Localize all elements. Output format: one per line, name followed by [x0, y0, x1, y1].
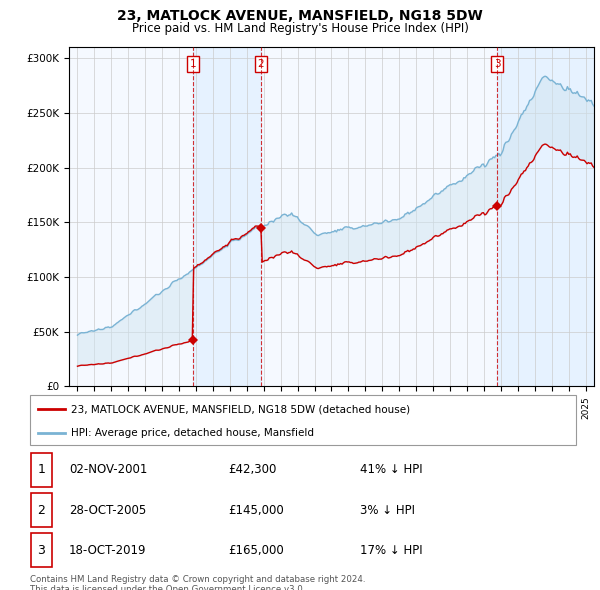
Bar: [497, 47, 594, 386]
Text: 17% ↓ HPI: 17% ↓ HPI: [360, 543, 422, 557]
Text: 23, MATLOCK AVENUE, MANSFIELD, NG18 5DW: 23, MATLOCK AVENUE, MANSFIELD, NG18 5DW: [117, 9, 483, 23]
Text: 23, MATLOCK AVENUE, MANSFIELD, NG18 5DW (detached house): 23, MATLOCK AVENUE, MANSFIELD, NG18 5DW …: [71, 404, 410, 414]
Text: 41% ↓ HPI: 41% ↓ HPI: [360, 463, 422, 477]
Text: 28-OCT-2005: 28-OCT-2005: [69, 503, 146, 517]
Text: 3: 3: [37, 543, 46, 557]
Text: 1: 1: [37, 463, 46, 477]
Text: 3: 3: [494, 59, 500, 69]
Bar: [193, 47, 261, 386]
Text: 2: 2: [257, 59, 264, 69]
Text: HPI: Average price, detached house, Mansfield: HPI: Average price, detached house, Mans…: [71, 428, 314, 438]
Text: 1: 1: [190, 59, 197, 69]
Text: Price paid vs. HM Land Registry's House Price Index (HPI): Price paid vs. HM Land Registry's House …: [131, 22, 469, 35]
Text: 02-NOV-2001: 02-NOV-2001: [69, 463, 148, 477]
Text: 18-OCT-2019: 18-OCT-2019: [69, 543, 146, 557]
Text: £42,300: £42,300: [228, 463, 277, 477]
Text: 3% ↓ HPI: 3% ↓ HPI: [360, 503, 415, 517]
Text: £145,000: £145,000: [228, 503, 284, 517]
Text: Contains HM Land Registry data © Crown copyright and database right 2024.
This d: Contains HM Land Registry data © Crown c…: [30, 575, 365, 590]
Text: 2: 2: [37, 503, 46, 517]
Text: £165,000: £165,000: [228, 543, 284, 557]
